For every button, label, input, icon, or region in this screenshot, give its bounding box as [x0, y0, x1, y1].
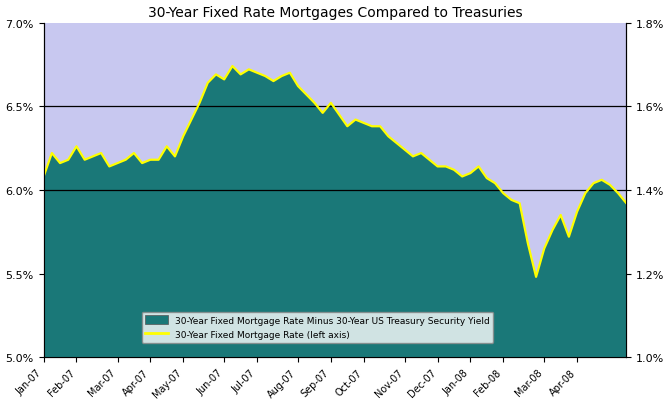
Legend: 30-Year Fixed Mortgage Rate Minus 30-Year US Treasury Security Yield, 30-Year Fi: 30-Year Fixed Mortgage Rate Minus 30-Yea…	[141, 312, 493, 343]
Title: 30-Year Fixed Rate Mortgages Compared to Treasuries: 30-Year Fixed Rate Mortgages Compared to…	[147, 6, 523, 19]
